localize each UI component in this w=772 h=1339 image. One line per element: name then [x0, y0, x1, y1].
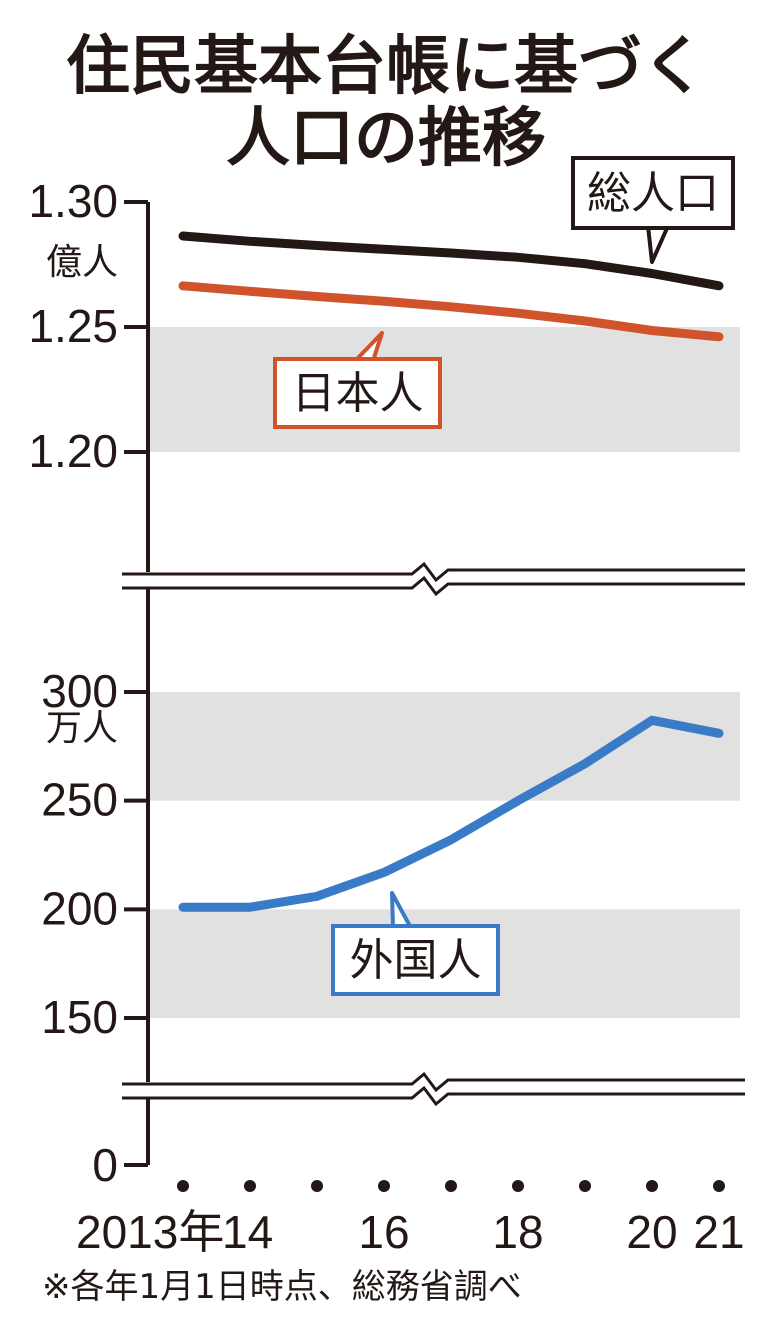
x-label-2020: 20 — [626, 1206, 677, 1258]
x-dot-2014 — [244, 1180, 256, 1192]
legend-total-box — [571, 156, 735, 230]
y-tick-label-bottom-0: 300 — [41, 665, 118, 717]
series-line-japanese — [178, 281, 724, 342]
x-dot-2019 — [579, 1180, 591, 1192]
x-dot-2021 — [713, 1180, 725, 1192]
x-label-2014: 14 — [222, 1206, 273, 1258]
legend-total-label: 総人口 — [587, 168, 719, 219]
x-dot-2018 — [512, 1180, 524, 1192]
break-top-line-lower — [122, 575, 745, 597]
y-tick-label-zero: 0 — [92, 1139, 118, 1191]
x-dot-2016 — [378, 1180, 390, 1192]
break-bottom-line-lower — [122, 1085, 745, 1107]
series-line-foreign — [178, 715, 724, 912]
x-dot-2013 — [177, 1180, 189, 1192]
x-dot-2015 — [311, 1180, 323, 1192]
x-dot-2020 — [646, 1180, 658, 1192]
y-tick-label-top-1: 1.25 — [28, 300, 118, 352]
break-top-line-upper — [122, 561, 745, 583]
bottom-panel: 外国人 — [148, 692, 740, 1018]
x-label-2021: 21 — [693, 1206, 744, 1258]
x-label-2018: 18 — [492, 1206, 543, 1258]
legend-japanese-box — [273, 357, 442, 429]
y-tick-label-bottom-3: 150 — [41, 991, 118, 1043]
y-tick-label-bottom-2: 200 — [41, 882, 118, 934]
unit-label-top: 億人 — [46, 242, 118, 283]
y-tick-label-bottom-1: 250 — [41, 774, 118, 826]
unit-label-bottom: 万人 — [46, 708, 118, 749]
source-note: ※各年1月1日時点、総務省調べ — [42, 1267, 522, 1307]
x-dot-2017 — [445, 1180, 457, 1192]
chart-title-line1: 住民基本台帳に基づく — [66, 30, 706, 104]
y-tick-label-top-0: 1.30 — [28, 175, 118, 227]
band-top-0 — [148, 327, 740, 452]
legend-total-tail — [646, 224, 670, 264]
x-label-2016: 16 — [358, 1206, 409, 1258]
chart-title-line2: 人口の推移 — [226, 102, 546, 176]
series-line-total — [178, 231, 724, 291]
x-label-2013: 2013年 — [76, 1206, 224, 1258]
legend-foreign-label: 外国人 — [350, 935, 482, 986]
y-axis: 1.30 1.25 1.20 億人 300 250 200 150 万人 0 — [28, 175, 746, 1191]
band-bottom-0 — [148, 692, 740, 801]
legend-japanese-label: 日本人 — [292, 368, 424, 419]
y-tick-label-top-2: 1.20 — [28, 425, 118, 477]
legend-foreign-box — [331, 924, 500, 996]
break-bottom-line-upper — [122, 1071, 745, 1093]
